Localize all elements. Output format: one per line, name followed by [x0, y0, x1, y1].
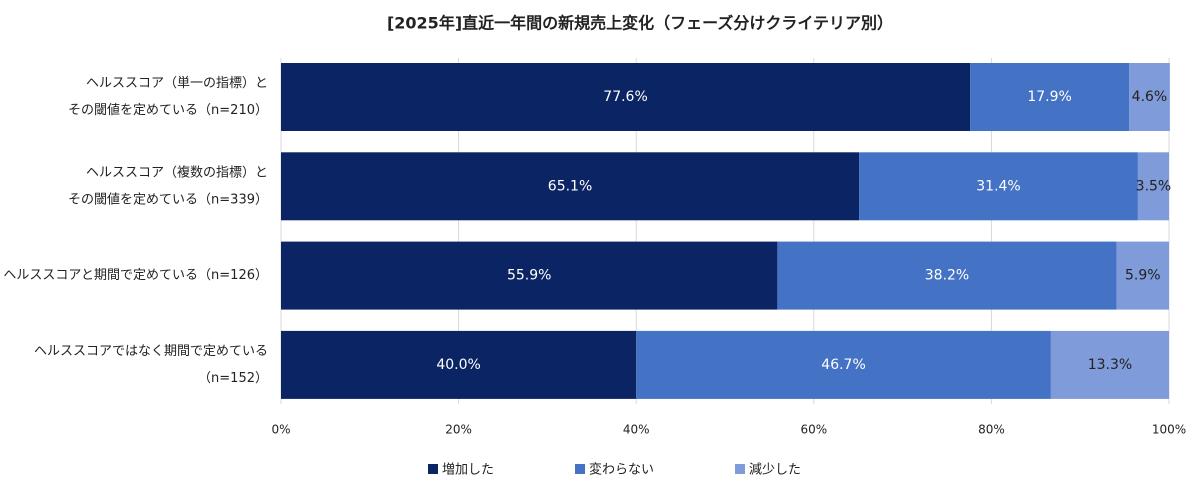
- data-label: 31.4%: [976, 178, 1020, 194]
- data-label: 17.9%: [1027, 89, 1071, 105]
- data-label: 38.2%: [925, 268, 969, 284]
- x-tick-label: 60%: [800, 423, 827, 437]
- category-label: その閾値を定めている（n=339）: [68, 191, 268, 207]
- category-label: その閾値を定めている（n=210）: [68, 102, 268, 118]
- bar-segment: [970, 63, 1130, 131]
- bar-segment: [777, 241, 1117, 310]
- data-label: 55.9%: [507, 268, 551, 284]
- x-tick-label: 100%: [1152, 423, 1186, 437]
- category-label: （n=152）: [198, 371, 268, 386]
- x-tick-label: 80%: [978, 423, 1005, 437]
- bar-segment: [1116, 241, 1169, 310]
- bar-segment: [281, 330, 637, 399]
- legend-label: 減少した: [749, 462, 801, 478]
- category-label: ヘルススコアではなく期間で定めている: [34, 344, 268, 359]
- category-label: ヘルススコア（複数の指標）と: [86, 164, 268, 180]
- x-tick-label: 40%: [623, 423, 650, 437]
- data-label: 40.0%: [436, 357, 480, 373]
- bar-segment: [281, 63, 971, 131]
- legend-swatch: [575, 464, 585, 474]
- bar-segment: [1129, 63, 1170, 131]
- bar-segment: [1050, 330, 1169, 399]
- data-label: 46.7%: [821, 357, 865, 373]
- bar-segment: [636, 330, 1051, 399]
- legend-swatch: [428, 464, 438, 474]
- category-label: ヘルススコア（単一の指標）と: [86, 75, 268, 91]
- bar-segment: [281, 152, 860, 221]
- bar-segment: [859, 152, 1138, 221]
- x-tick-label: 0%: [271, 423, 290, 437]
- category-label: ヘルススコアと期間で定めている（n=126）: [3, 268, 268, 283]
- bar-segment: [1137, 152, 1169, 221]
- data-label: 13.3%: [1088, 357, 1132, 373]
- x-tick-label: 20%: [445, 423, 472, 437]
- legend-swatch: [735, 464, 745, 474]
- data-label: 3.5%: [1136, 178, 1172, 194]
- chart-title: [2025年]直近一年間の新規売上変化（フェーズ分けクライテリア別）: [387, 14, 893, 33]
- data-label: 5.9%: [1125, 268, 1161, 284]
- legend-label: 増加した: [442, 463, 494, 478]
- bar-segment: [281, 241, 778, 310]
- data-label: 4.6%: [1132, 89, 1168, 105]
- legend-label: 変わらない: [589, 462, 654, 478]
- data-label: 77.6%: [603, 89, 647, 105]
- data-label: 65.1%: [548, 178, 592, 194]
